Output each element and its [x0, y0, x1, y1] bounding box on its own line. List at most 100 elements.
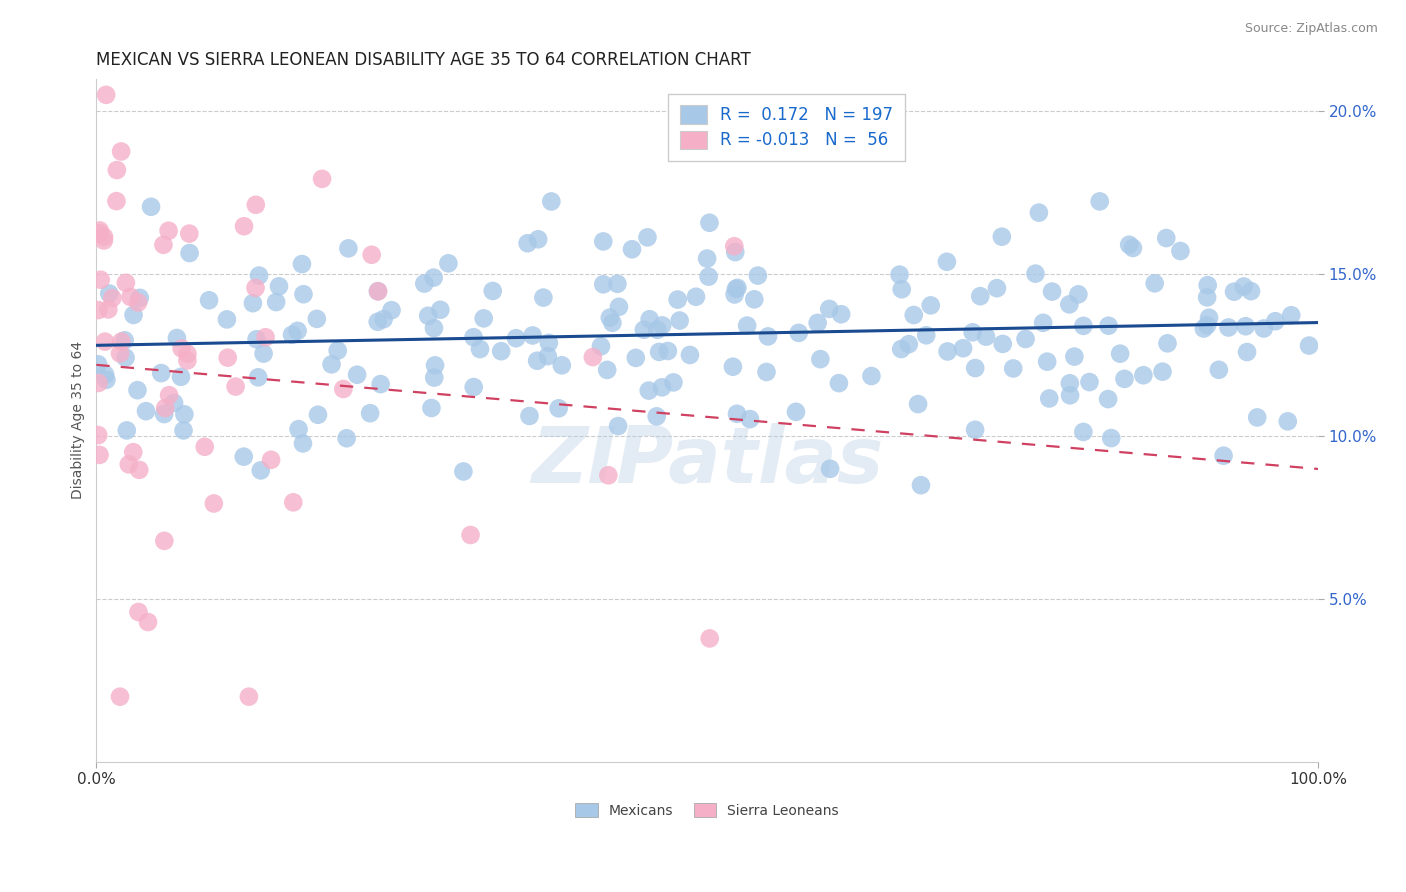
- Point: [699, 632, 721, 646]
- Point: [418, 309, 440, 323]
- Point: [551, 359, 574, 373]
- Point: [537, 335, 560, 350]
- Point: [547, 401, 569, 416]
- Point: [153, 533, 176, 548]
- Point: [606, 277, 628, 291]
- Point: [1036, 354, 1059, 368]
- Point: [367, 284, 389, 298]
- Point: [910, 478, 932, 492]
- Point: [897, 337, 920, 351]
- Point: [267, 279, 290, 293]
- Point: [217, 351, 239, 365]
- Point: [215, 312, 238, 326]
- Point: [1088, 194, 1111, 209]
- Point: [915, 328, 938, 343]
- Point: [110, 334, 132, 349]
- Point: [157, 224, 180, 238]
- Point: [589, 339, 612, 353]
- Point: [624, 351, 647, 365]
- Point: [599, 310, 621, 325]
- Point: [166, 331, 188, 345]
- Point: [1152, 365, 1174, 379]
- Point: [1240, 284, 1263, 298]
- Point: [890, 342, 912, 356]
- Point: [1197, 318, 1219, 333]
- Point: [114, 334, 136, 348]
- Point: [367, 285, 389, 299]
- Point: [785, 405, 807, 419]
- Point: [468, 342, 491, 356]
- Point: [105, 194, 128, 208]
- Point: [621, 242, 644, 256]
- Point: [120, 290, 142, 304]
- Point: [830, 307, 852, 321]
- Point: [252, 346, 274, 360]
- Point: [332, 382, 354, 396]
- Point: [127, 605, 149, 619]
- Point: [721, 359, 744, 374]
- Point: [890, 282, 912, 296]
- Point: [128, 291, 150, 305]
- Text: ZIPatlas: ZIPatlas: [531, 423, 883, 500]
- Point: [360, 248, 382, 262]
- Point: [592, 277, 614, 292]
- Point: [291, 257, 314, 271]
- Point: [724, 245, 747, 260]
- Point: [592, 235, 614, 249]
- Point: [991, 229, 1014, 244]
- Y-axis label: Disability Age 35 to 64: Disability Age 35 to 64: [72, 341, 86, 500]
- Point: [245, 332, 267, 346]
- Point: [336, 431, 359, 445]
- Point: [287, 324, 309, 338]
- Point: [110, 145, 132, 159]
- Point: [662, 376, 685, 390]
- Point: [105, 163, 128, 178]
- Point: [150, 366, 173, 380]
- Point: [991, 337, 1014, 351]
- Point: [1234, 319, 1257, 334]
- Point: [1264, 314, 1286, 328]
- Point: [1154, 231, 1177, 245]
- Point: [108, 346, 131, 360]
- Point: [122, 445, 145, 459]
- Point: [98, 286, 121, 301]
- Point: [420, 401, 443, 415]
- Point: [115, 276, 138, 290]
- Point: [87, 376, 110, 390]
- Point: [1063, 350, 1085, 364]
- Point: [367, 315, 389, 329]
- Point: [651, 318, 673, 333]
- Point: [1059, 297, 1081, 311]
- Point: [247, 268, 270, 283]
- Point: [307, 408, 329, 422]
- Point: [1132, 368, 1154, 383]
- Point: [423, 359, 446, 373]
- Point: [481, 284, 503, 298]
- Point: [1197, 278, 1219, 293]
- Point: [679, 348, 702, 362]
- Point: [637, 384, 659, 398]
- Point: [89, 448, 111, 462]
- Point: [423, 321, 446, 335]
- Point: [87, 303, 110, 318]
- Point: [291, 436, 314, 450]
- Point: [860, 369, 883, 384]
- Point: [115, 424, 138, 438]
- Point: [101, 291, 124, 305]
- Point: [242, 296, 264, 310]
- Point: [155, 401, 177, 415]
- Point: [787, 326, 810, 340]
- Point: [1114, 372, 1136, 386]
- Point: [986, 281, 1008, 295]
- Point: [725, 407, 748, 421]
- Point: [1118, 237, 1140, 252]
- Point: [974, 329, 997, 343]
- Point: [1097, 392, 1119, 406]
- Point: [607, 300, 630, 314]
- Point: [127, 295, 149, 310]
- Point: [89, 223, 111, 237]
- Point: [889, 268, 911, 282]
- Point: [170, 369, 193, 384]
- Point: [651, 380, 673, 394]
- Point: [122, 308, 145, 322]
